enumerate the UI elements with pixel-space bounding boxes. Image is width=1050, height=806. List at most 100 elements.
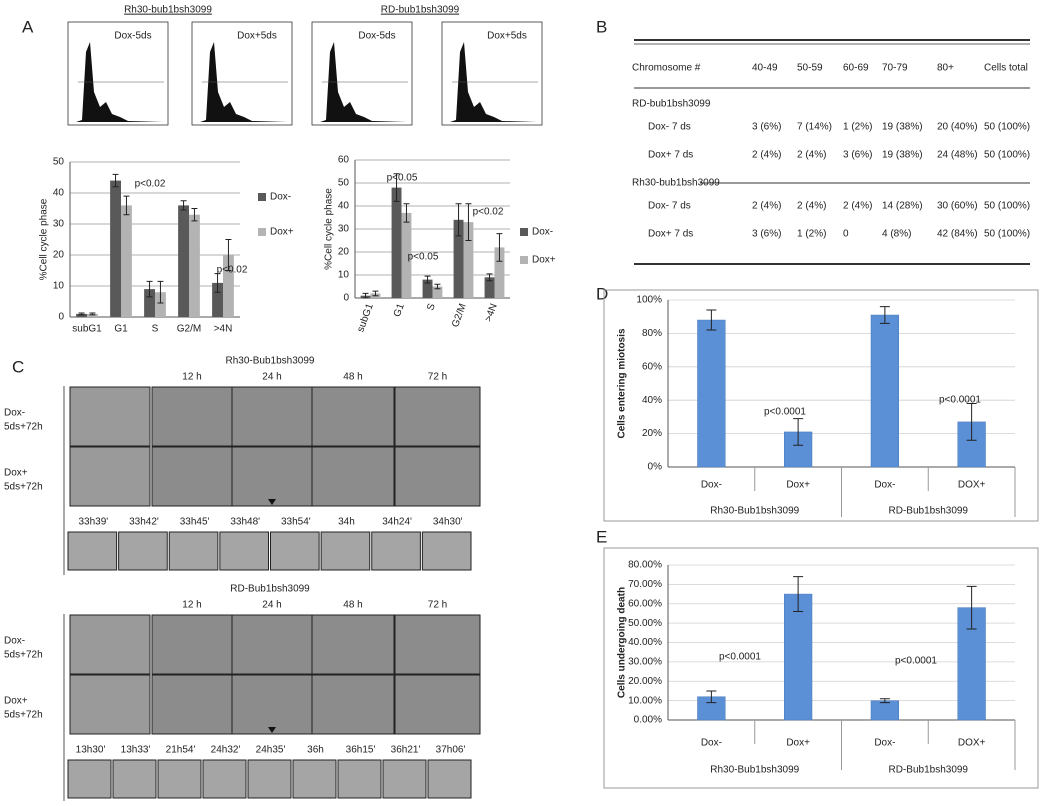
bar [422,279,433,298]
micrograph [151,446,233,507]
micrograph [157,759,202,799]
y-tick-label: 60 [338,155,350,166]
y-tick-label: 50 [338,178,350,189]
bar [391,187,402,298]
error-bar [706,690,717,704]
table-cell: 1 (2%) [843,122,872,133]
micrograph [311,614,395,675]
table-header: Cells total [984,63,1028,74]
x-tick-label: DOX+ [958,480,986,491]
bar [155,292,166,317]
timelapse-label: 36h15' [346,745,376,756]
micrograph [394,674,481,735]
table-cell: 0 [843,229,849,240]
micrograph [311,674,395,735]
timelapse-label: 33h48' [230,517,260,528]
bar [121,205,132,317]
bar [453,219,464,298]
y-tick-label: 20 [53,250,65,261]
y-tick-label: 50.00% [628,618,662,629]
x-tick-label: DOX+ [958,738,986,749]
table-cell: 3 (6%) [843,150,872,161]
panel-label: D [596,284,608,303]
y-tick-label: 40.00% [628,637,662,648]
bar [870,700,900,721]
timelapse-label: 36h21' [391,745,421,756]
annotation: p<0.0001 [764,407,806,418]
table-cell: Dox+ 7 ds [648,229,693,240]
annotation: p<0.02 [473,207,504,218]
x-tick-label: G1 [392,302,407,319]
y-tick-label: 70.00% [628,579,662,590]
table-cell: 42 (84%) [937,229,978,240]
micrograph [69,614,151,675]
y-tick-label: 30.00% [628,657,662,668]
x-tick-label: G2/M [450,302,469,329]
bar [178,205,189,317]
histogram [450,42,537,122]
y-tick-label: 20.00% [628,676,662,687]
x-tick-label: Dox- [701,480,722,491]
error-bar [89,312,96,316]
legend-swatch [258,193,266,201]
bar [87,313,98,317]
histogram-label: Dox-5ds [358,31,395,42]
group-label: Rh30-Bub1bsh3099 [710,506,799,517]
y-tick-label: 80.00% [628,560,662,571]
timelapse-label: 33h54' [281,517,311,528]
x-tick-label: Dox- [701,738,722,749]
micrograph [67,759,112,799]
micrograph [311,386,395,447]
table-cell: Dox+ 7 ds [648,150,693,161]
table-section: RD-bub1bsh3099 [632,99,711,110]
error-bar [424,275,431,284]
timelapse-label: 34h24' [382,517,412,528]
error-bar [403,203,410,223]
bar [432,286,443,298]
y-tick-label: 30 [53,219,65,230]
annotation: p<0.05 [387,173,418,184]
micrograph [69,446,151,507]
micrograph [151,386,233,447]
time-label: 12 h [182,600,201,611]
error-bar [434,283,441,290]
row-label: Dox+ [4,696,28,707]
bar [463,222,474,298]
x-tick-label: G1 [114,324,128,335]
timelapse-label: 13h33' [121,745,151,756]
y-tick-label: 30 [338,224,350,235]
table-cell: 2 (4%) [797,150,826,161]
time-label: 72 h [428,600,447,611]
y-tick-label: 60.00% [628,598,662,609]
error-bar [793,418,804,446]
y-tick-label: 40 [53,188,65,199]
micrograph [247,759,292,799]
y-tick-label: 20 [338,247,350,258]
micrograph [320,531,371,571]
y-axis-label: Cells undergoing death [617,587,628,698]
legend-label: Dox- [532,227,553,238]
time-label: 72 h [428,372,447,383]
legend-swatch [258,228,266,236]
chart-frame [603,289,1039,522]
arrow [268,499,276,505]
timelapse-label: 36h [307,745,324,756]
micrograph [394,446,481,507]
panel-label: E [596,527,607,546]
bar [870,314,900,468]
table-header: 80+ [937,63,954,74]
micrograph [112,759,157,799]
x-tick-label: >4N [483,302,500,323]
table-header: 70-79 [882,63,908,74]
timelapse-label: 33h39' [78,517,108,528]
micrograph [219,531,269,571]
time-label: 24 h [262,600,281,611]
table-cell: 24 (48%) [937,150,978,161]
timelapse-label: 33h45' [180,517,210,528]
table-cell: 50 (100%) [984,229,1030,240]
micrograph [394,614,481,675]
table-cell: 3 (6%) [752,122,781,133]
table-header: 40-49 [752,63,778,74]
error-bar [486,273,493,282]
table-cell: 3 (6%) [752,229,781,240]
